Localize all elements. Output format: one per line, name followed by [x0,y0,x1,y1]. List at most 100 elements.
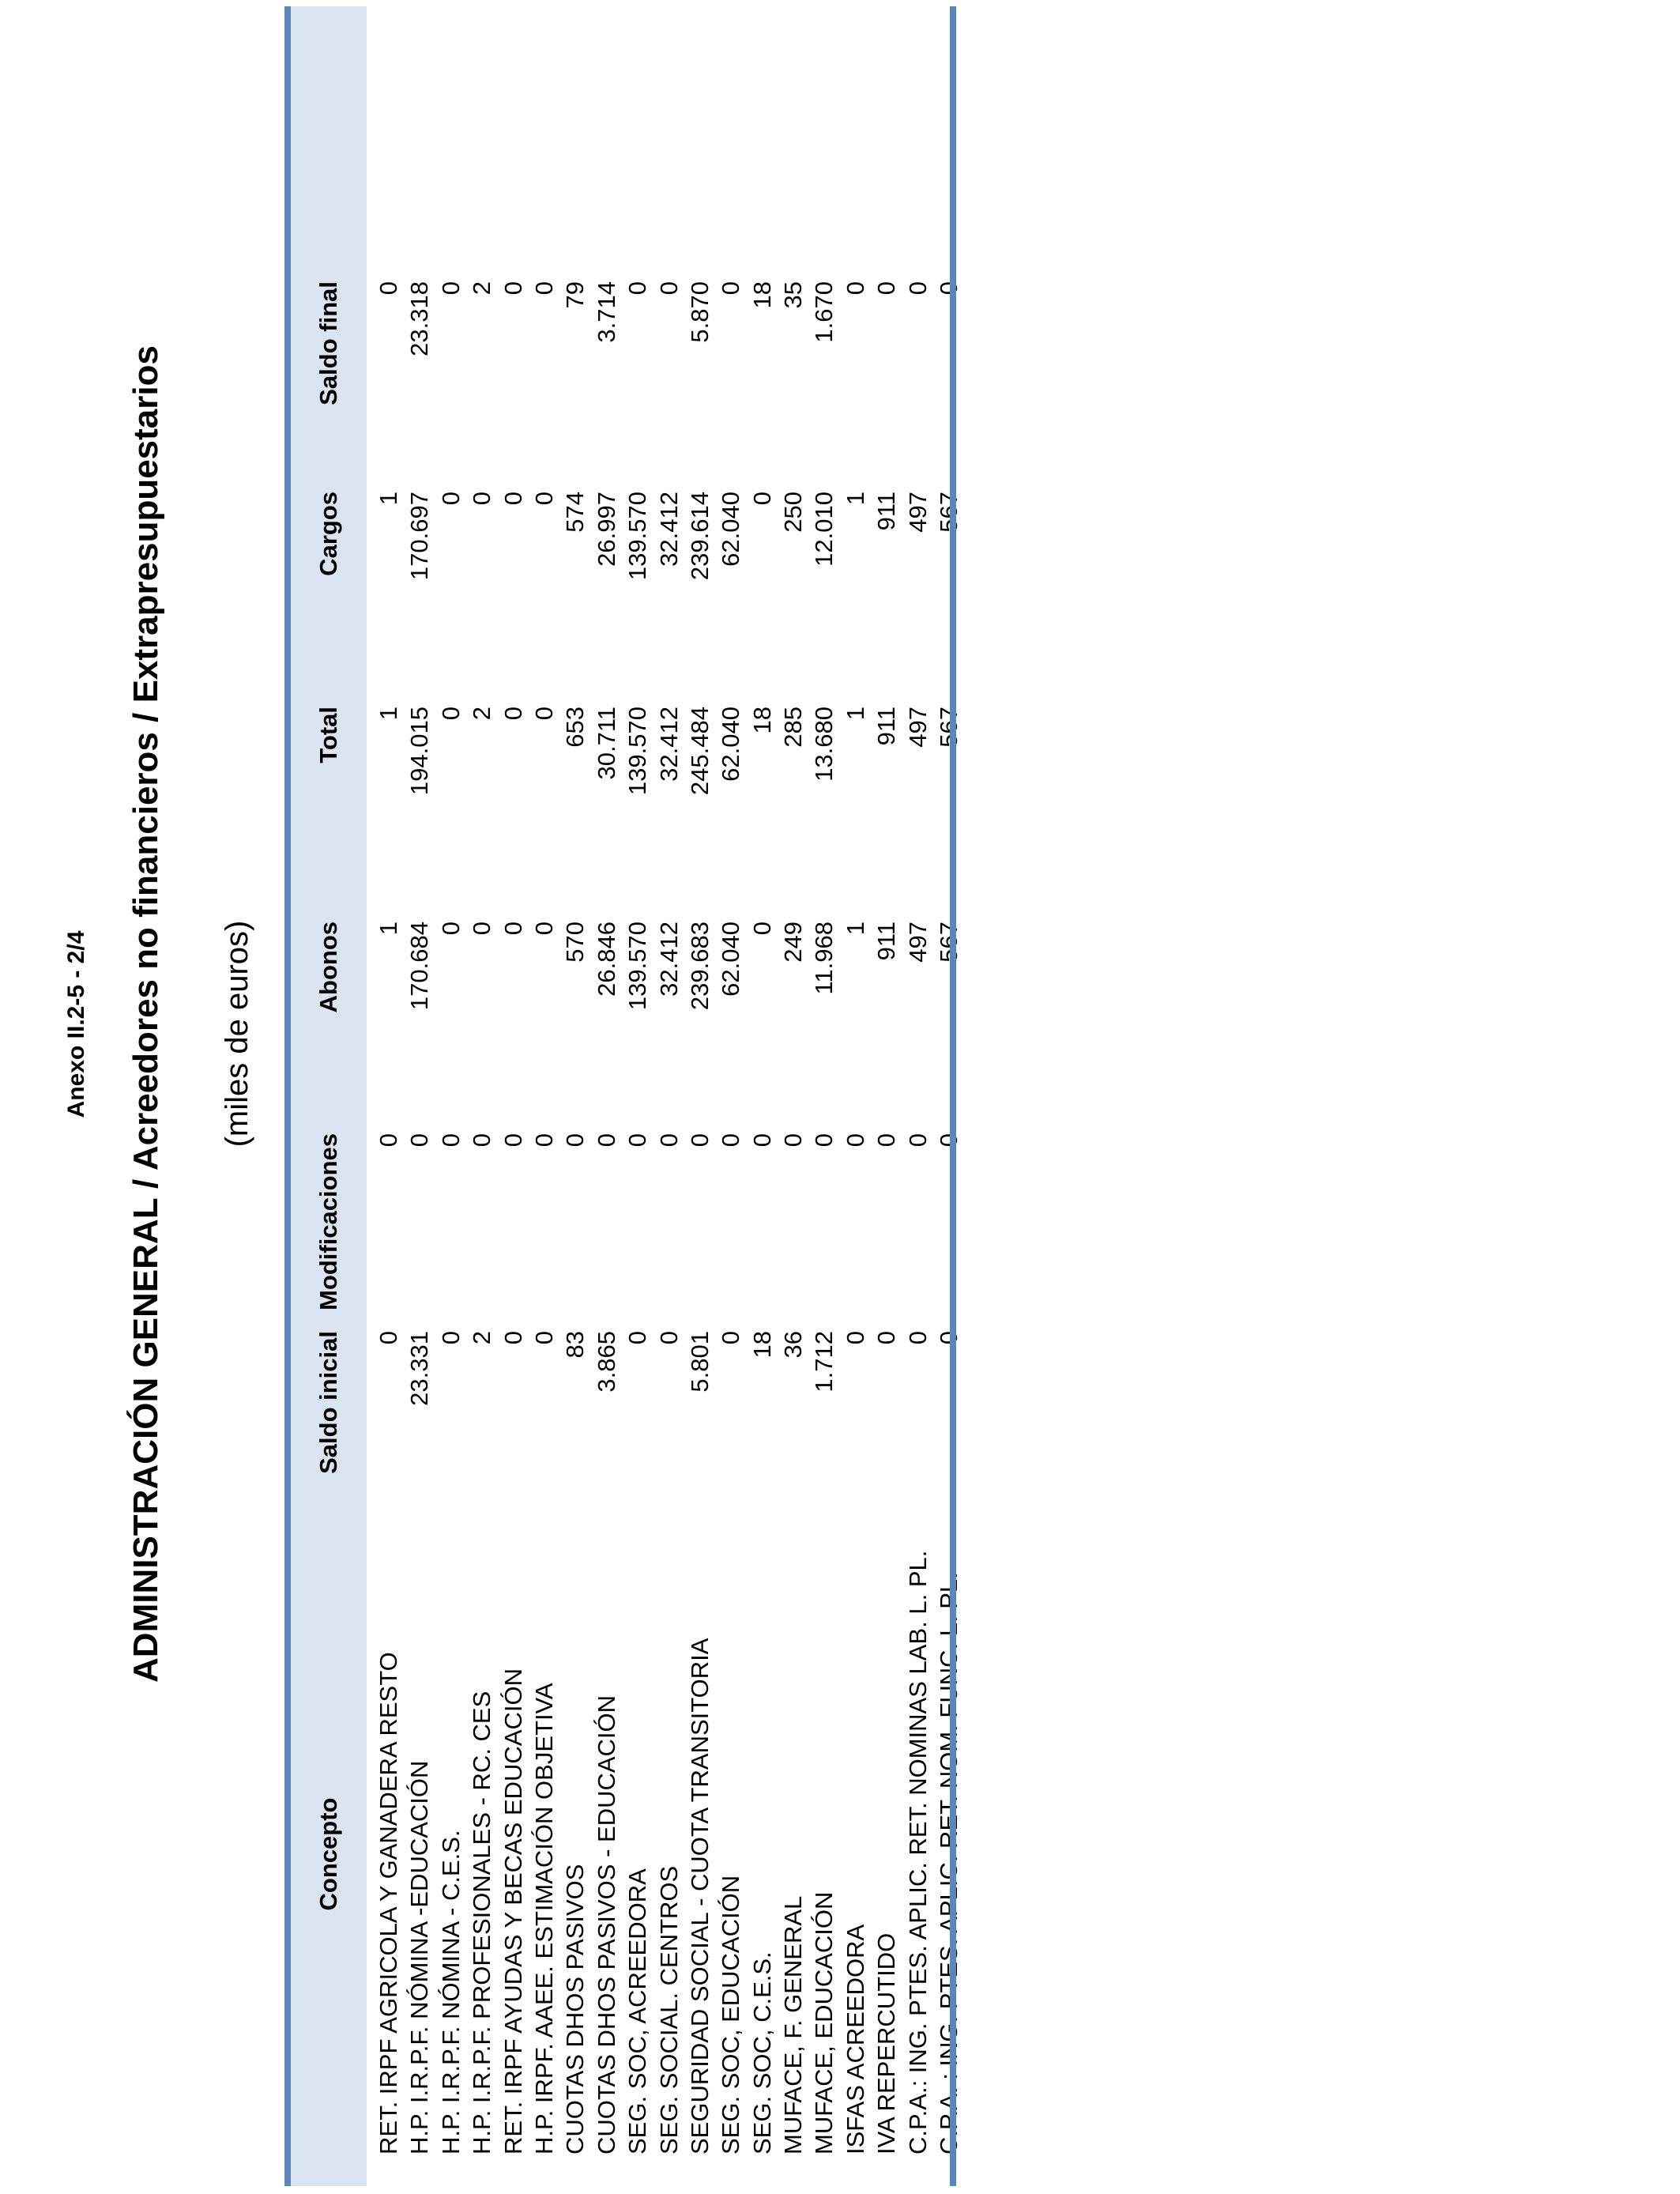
cell-total: 13.680 [810,707,838,782]
cell-concepto: RET. IRPF AYUDAS Y BECAS EDUCACIÓN [499,1668,527,2154]
cell-modificaciones: 0 [779,1133,808,1148]
cell-total: 139.570 [623,707,652,796]
cell-saldo-inicial: 0 [436,1331,465,1345]
cell-concepto: C.P.A.: ING. PTES. APLIC. RET. NOMINAS L… [903,1550,932,2154]
cell-total: 653 [561,707,590,748]
cell-modificaciones: 0 [499,1133,527,1148]
cell-cargos: 250 [779,492,808,533]
cell-total: 911 [872,707,901,746]
col-header-cargos: Cargos [315,492,342,576]
cell-concepto: RET. IRPF AGRICOLA Y GANADERA RESTO [375,1652,402,2154]
cell-abonos: 170.684 [405,922,434,1011]
cell-concepto: H.P. I.R.P.F. PROFESIONALES - RC. CES [468,1691,496,2154]
cell-concepto: H.P. I.R.P.F. NÓMINA - C.E.S. [436,1830,465,2154]
cell-modificaciones: 0 [592,1133,620,1148]
table-body: RET. IRPF AGRICOLA Y GANADERA RESTO 0 0 1 1 1… [373,6,964,2186]
cell-saldo-inicial: 0 [935,1331,963,1345]
table-row: CUOTAS DHOS PASIVOS 83 0 570 653 574 79 [559,6,590,2186]
cell-modificaciones: 0 [561,1133,590,1148]
cell-cargos: 139.570 [623,492,652,581]
cell-saldo-inicial: 0 [903,1331,932,1345]
table-row: H.P. I.R.P.F. NÓMINA -EDUCACIÓN 23.331 0 17… [404,6,435,2186]
table-row: CUOTAS DHOS PASIVOS - EDUCACIÓN 3.865 0 26.… [591,6,622,2186]
cell-saldo-final: 23.318 [405,281,434,356]
cell-total: 32.412 [654,707,683,782]
cell-saldo-inicial: 18 [748,1331,776,1359]
cell-abonos: 911 [872,922,901,961]
cell-total: 30.711 [592,707,620,780]
cell-total: 2 [468,707,496,721]
cell-concepto: MUFACE, F. GENERAL [779,1895,808,2154]
cell-total: 18 [748,707,776,734]
col-header-abonos: Abonos [315,922,342,1013]
cell-saldo-final: 2 [468,281,496,296]
cell-modificaciones: 0 [375,1133,402,1148]
cell-cargos: 574 [561,492,590,533]
cell-modificaciones: 0 [529,1133,558,1148]
cell-total: 0 [529,707,558,721]
cell-saldo-final: 0 [654,281,683,296]
cell-saldo-inicial: 1.712 [810,1331,838,1393]
cell-modificaciones: 0 [748,1133,776,1148]
cell-saldo-inicial: 83 [561,1331,590,1359]
table-row: H.P. I.R.P.F. NÓMINA - C.E.S. 0 0 0 0 0 0 [435,6,466,2186]
annex-label: Anexo II.2-5 - 2/4 [63,930,89,1118]
cell-abonos: 570 [561,922,590,963]
cell-cargos: 0 [468,492,496,506]
cell-saldo-final: 1.670 [810,281,838,343]
table-row: H.P. IRPF. AAEE. ESTIMACIÓN OBJETIVA 0 0 0 0… [529,6,559,2186]
page-title: ADMINISTRACIÓN GENERAL / Acreedores no f… [126,345,165,1683]
cell-saldo-inicial: 0 [841,1331,869,1345]
col-header-concepto: Concepto [315,1797,342,1911]
cell-saldo-inicial: 0 [499,1331,527,1345]
table-row: H.P. I.R.P.F. PROFESIONALES - RC. CES 2 0 0… [466,6,497,2186]
table-row: ISFAS ACREEDORA 0 0 1 1 1 0 [840,6,871,2186]
cell-abonos: 0 [529,922,558,936]
table-header: Concepto Saldo inicial Modificaciones Ab… [291,6,367,2186]
cell-cargos: 0 [436,492,465,506]
cell-abonos: 0 [748,922,776,936]
cell-concepto: IVA REPERCUTIDO [872,1932,901,2154]
cell-abonos: 62.040 [717,922,745,997]
cell-total: 1 [375,707,402,721]
cell-modificaciones: 0 [685,1133,714,1148]
col-header-modificaciones: Modificaciones [315,1133,342,1310]
cell-concepto: CUOTAS DHOS PASIVOS - EDUCACIÓN [592,1695,620,2154]
table-row: MUFACE, F. GENERAL 36 0 249 285 250 35 [778,6,808,2186]
cell-saldo-inicial: 0 [872,1331,901,1345]
cell-saldo-final: 0 [935,281,963,296]
cell-saldo-final: 0 [623,281,652,296]
cell-concepto: C.P.A. : ING. PTES. APLIC. RET. NOM. FUN… [935,1572,963,2154]
cell-modificaciones: 0 [468,1133,496,1148]
cell-abonos: 0 [468,922,496,936]
table-row: SEG. SOC, ACREEDORA 0 0 139.570 139.570 139.5… [622,6,653,2186]
cell-cargos: 62.040 [717,492,745,567]
cell-saldo-inicial: 0 [623,1331,652,1345]
cell-cargos: 170.697 [405,492,434,581]
cell-concepto: ISFAS ACREEDORA [841,1924,869,2154]
cell-modificaciones: 0 [717,1133,745,1148]
cell-saldo-final: 0 [841,281,869,296]
cell-concepto: SEG. SOC, EDUCACIÓN [717,1875,745,2154]
cell-abonos: 139.570 [623,922,652,1011]
cell-concepto: SEGURIDAD SOCIAL - CUOTA TRANSITORIA [685,1638,714,2154]
cell-saldo-final: 18 [748,281,776,309]
cell-saldo-final: 5.870 [685,281,714,343]
cell-cargos: 0 [748,492,776,506]
cell-concepto: SEG. SOCIAL. CENTROS [654,1865,683,2154]
cell-saldo-final: 0 [903,281,932,296]
cell-saldo-final: 3.714 [592,281,620,343]
cell-cargos: 239.614 [685,492,714,581]
cell-cargos: 26.997 [592,492,620,567]
cell-total: 0 [436,707,465,721]
cell-abonos: 1 [841,922,869,936]
cell-modificaciones: 0 [623,1133,652,1148]
cell-abonos: 0 [436,922,465,936]
cell-concepto: H.P. I.R.P.F. NÓMINA -EDUCACIÓN [405,1760,434,2154]
cell-abonos: 11.968 [810,922,838,995]
cell-saldo-final: 0 [872,281,901,296]
cell-saldo-final: 35 [779,281,808,309]
cell-cargos: 1 [375,492,402,506]
cell-total: 245.484 [685,707,714,796]
cell-cargos: 497 [903,492,932,533]
